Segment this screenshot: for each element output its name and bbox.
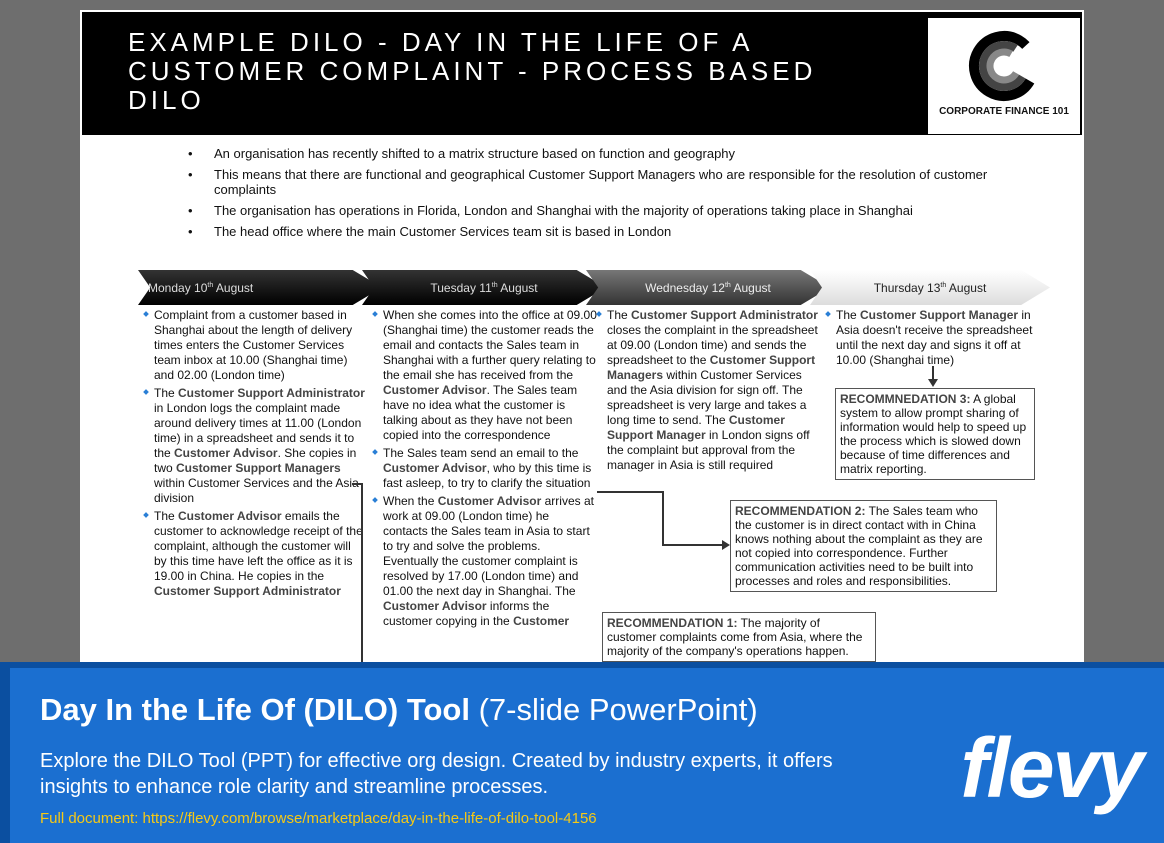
flevy-logo: flevy (960, 721, 1144, 815)
timeline-bullet: The Customer Support Manager in Asia doe… (826, 308, 1048, 368)
banner-title: Day In the Life Of (DILO) Tool (7-slide … (40, 692, 758, 727)
day-label: Monday 10th August (148, 280, 254, 295)
bullet-text: in London logs the complaint made around… (154, 401, 362, 460)
connector-line (932, 366, 934, 380)
monday-column: Complaint from a customer based in Shang… (144, 308, 366, 602)
tuesday-column: When she comes into the office at 09.00 … (373, 308, 597, 632)
role-name: Customer Support Managers (176, 461, 341, 475)
bullet-text: . She copies in two (154, 446, 357, 475)
role-name: Customer Support Manager (860, 308, 1019, 322)
day-label: Wednesday 12th August (645, 280, 771, 295)
role-name: Customer Support Manager (607, 413, 785, 442)
role-name: Customer Advisor (383, 461, 487, 475)
bullet-text: . The Sales team have no idea what the c… (383, 383, 578, 442)
bullet-text: in London signs off the complaint but ap… (607, 428, 810, 472)
role-name: Customer Support Managers (607, 353, 816, 382)
role-name: Customer Advisor (383, 383, 487, 397)
connector-line (662, 491, 664, 546)
recommendation-3: RECOMMNEDATION 3: A global system to all… (835, 388, 1035, 480)
role-name: Customer Advisor (174, 446, 278, 460)
role-name: Customer Support Administrator (631, 308, 818, 322)
recommendation-1: RECOMMENDATION 1: The majority of custom… (602, 612, 876, 662)
promo-banner: Day In the Life Of (DILO) Tool (7-slide … (0, 662, 1164, 843)
role-name: Customer Advisor (178, 509, 282, 523)
timeline-bullet: The Customer Support Administrator in Lo… (144, 386, 366, 506)
connector-line (352, 483, 362, 485)
day-chevron-monday: Monday 10th August (138, 270, 382, 305)
bullet-text: The (154, 509, 179, 523)
arrow-right-icon (722, 540, 730, 550)
bullet-text: closes the complaint in the spreadsheet … (607, 323, 818, 367)
bullet-text: When the (383, 494, 438, 508)
intro-item: The organisation has operations in Flori… (188, 203, 1048, 218)
corporate-finance-logo: CORPORATE FINANCE 101 (928, 18, 1080, 134)
timeline-bullet: Complaint from a customer based in Shang… (144, 308, 366, 383)
bullet-text: within Customer Services and the Asia di… (154, 476, 359, 505)
slide: EXAMPLE DILO - DAY IN THE LIFE OF A CUST… (80, 10, 1084, 670)
bullet-text: The Sales team send an email to the (383, 446, 579, 460)
role-name: Customer (513, 614, 570, 628)
slide-title: EXAMPLE DILO - DAY IN THE LIFE OF A CUST… (128, 27, 817, 115)
logo-text: CORPORATE FINANCE 101 (939, 106, 1069, 117)
bullet-text: in Asia doesn't receive the spreadsheet … (836, 308, 1033, 367)
bullet-text: The (836, 308, 861, 322)
role-name: Customer Advisor (437, 494, 542, 508)
intro-list: An organisation has recently shifted to … (188, 146, 1048, 245)
timeline-bullet: When she comes into the office at 09.00 … (373, 308, 597, 443)
c-logo-icon (969, 31, 1039, 101)
bullet-text: within Customer Services and the Asia di… (607, 368, 807, 427)
document-link[interactable]: Full document: https://flevy.com/browse/… (40, 810, 597, 827)
bullet-text: Complaint from a customer based in Shang… (154, 308, 353, 382)
bullet-text: The (607, 308, 632, 322)
bullet-text: When she comes into the office at 09.00 … (383, 308, 597, 382)
connector-line (662, 544, 724, 546)
intro-item: The head office where the main Customer … (188, 224, 1048, 239)
role-name: Customer Support Administrator (154, 584, 341, 598)
day-chevron-thursday: Thursday 13th August (810, 270, 1050, 305)
connector-line (361, 483, 363, 670)
bullet-text: The (154, 386, 179, 400)
bullet-text: , who by this time is fast asleep, to tr… (383, 461, 592, 490)
thursday-column: The Customer Support Manager in Asia doe… (826, 308, 1048, 371)
bullet-text: emails the customer to acknowledge recei… (154, 509, 363, 583)
day-label: Thursday 13th August (873, 280, 987, 295)
timeline-bullet: The Customer Support Administrator close… (597, 308, 825, 473)
connector-line (597, 491, 663, 493)
day-label: Tuesday 11th August (430, 280, 538, 295)
bullet-text: arrives at work at 09.00 (London time) h… (383, 494, 594, 598)
role-name: Customer Support Administrator (178, 386, 365, 400)
timeline-bullet: When the Customer Advisor arrives at wor… (373, 494, 597, 629)
recommendation-2: RECOMMENDATION 2: The Sales team who the… (730, 500, 997, 592)
intro-item: An organisation has recently shifted to … (188, 146, 1048, 161)
title-bar: EXAMPLE DILO - DAY IN THE LIFE OF A CUST… (82, 12, 1082, 135)
intro-item: This means that there are functional and… (188, 167, 1048, 197)
wednesday-column: The Customer Support Administrator close… (597, 308, 825, 476)
timeline-bullet: The Customer Advisor emails the customer… (144, 509, 366, 599)
timeline-bullet: The Sales team send an email to the Cust… (373, 446, 597, 491)
day-chevron-wednesday: Wednesday 12th August (586, 270, 830, 305)
arrow-down-icon (928, 379, 938, 387)
banner-description: Explore the DILO Tool (PPT) for effectiv… (40, 750, 833, 798)
bullet-text: informs the customer copying in the (383, 599, 550, 628)
role-name: Customer Advisor (383, 599, 487, 613)
day-chevron-tuesday: Tuesday 11th August (362, 270, 606, 305)
